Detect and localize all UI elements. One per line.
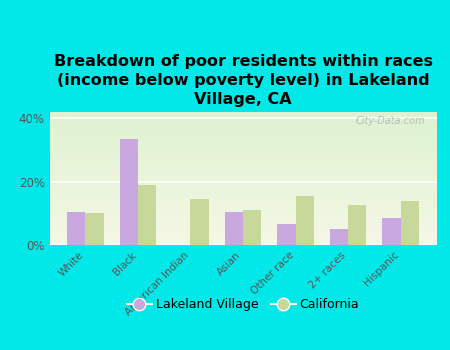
Bar	[277, 224, 296, 245]
Title: Breakdown of poor residents within races
(income below poverty level) in Lakelan: Breakdown of poor residents within races…	[54, 55, 432, 107]
Bar	[225, 212, 243, 245]
Bar	[400, 201, 419, 245]
Bar	[382, 218, 400, 245]
Bar	[86, 214, 104, 245]
Bar	[190, 199, 209, 245]
Bar	[86, 214, 104, 245]
Bar	[138, 185, 156, 245]
Bar	[382, 218, 400, 245]
Bar	[67, 212, 86, 245]
Bar	[120, 139, 138, 245]
Legend: Lakeland Village, California: Lakeland Village, California	[122, 293, 364, 316]
Bar	[138, 185, 156, 245]
Bar	[190, 199, 209, 245]
Bar	[225, 212, 243, 245]
Bar	[330, 229, 348, 245]
Bar	[400, 201, 419, 245]
Bar	[120, 139, 138, 245]
Text: City-Data.com: City-Data.com	[355, 116, 425, 126]
Bar	[348, 205, 366, 245]
Bar	[243, 210, 261, 245]
Bar	[67, 212, 86, 245]
Bar	[348, 205, 366, 245]
Bar	[243, 210, 261, 245]
Bar	[330, 229, 348, 245]
Bar	[277, 224, 296, 245]
Bar	[296, 196, 314, 245]
Bar	[296, 196, 314, 245]
